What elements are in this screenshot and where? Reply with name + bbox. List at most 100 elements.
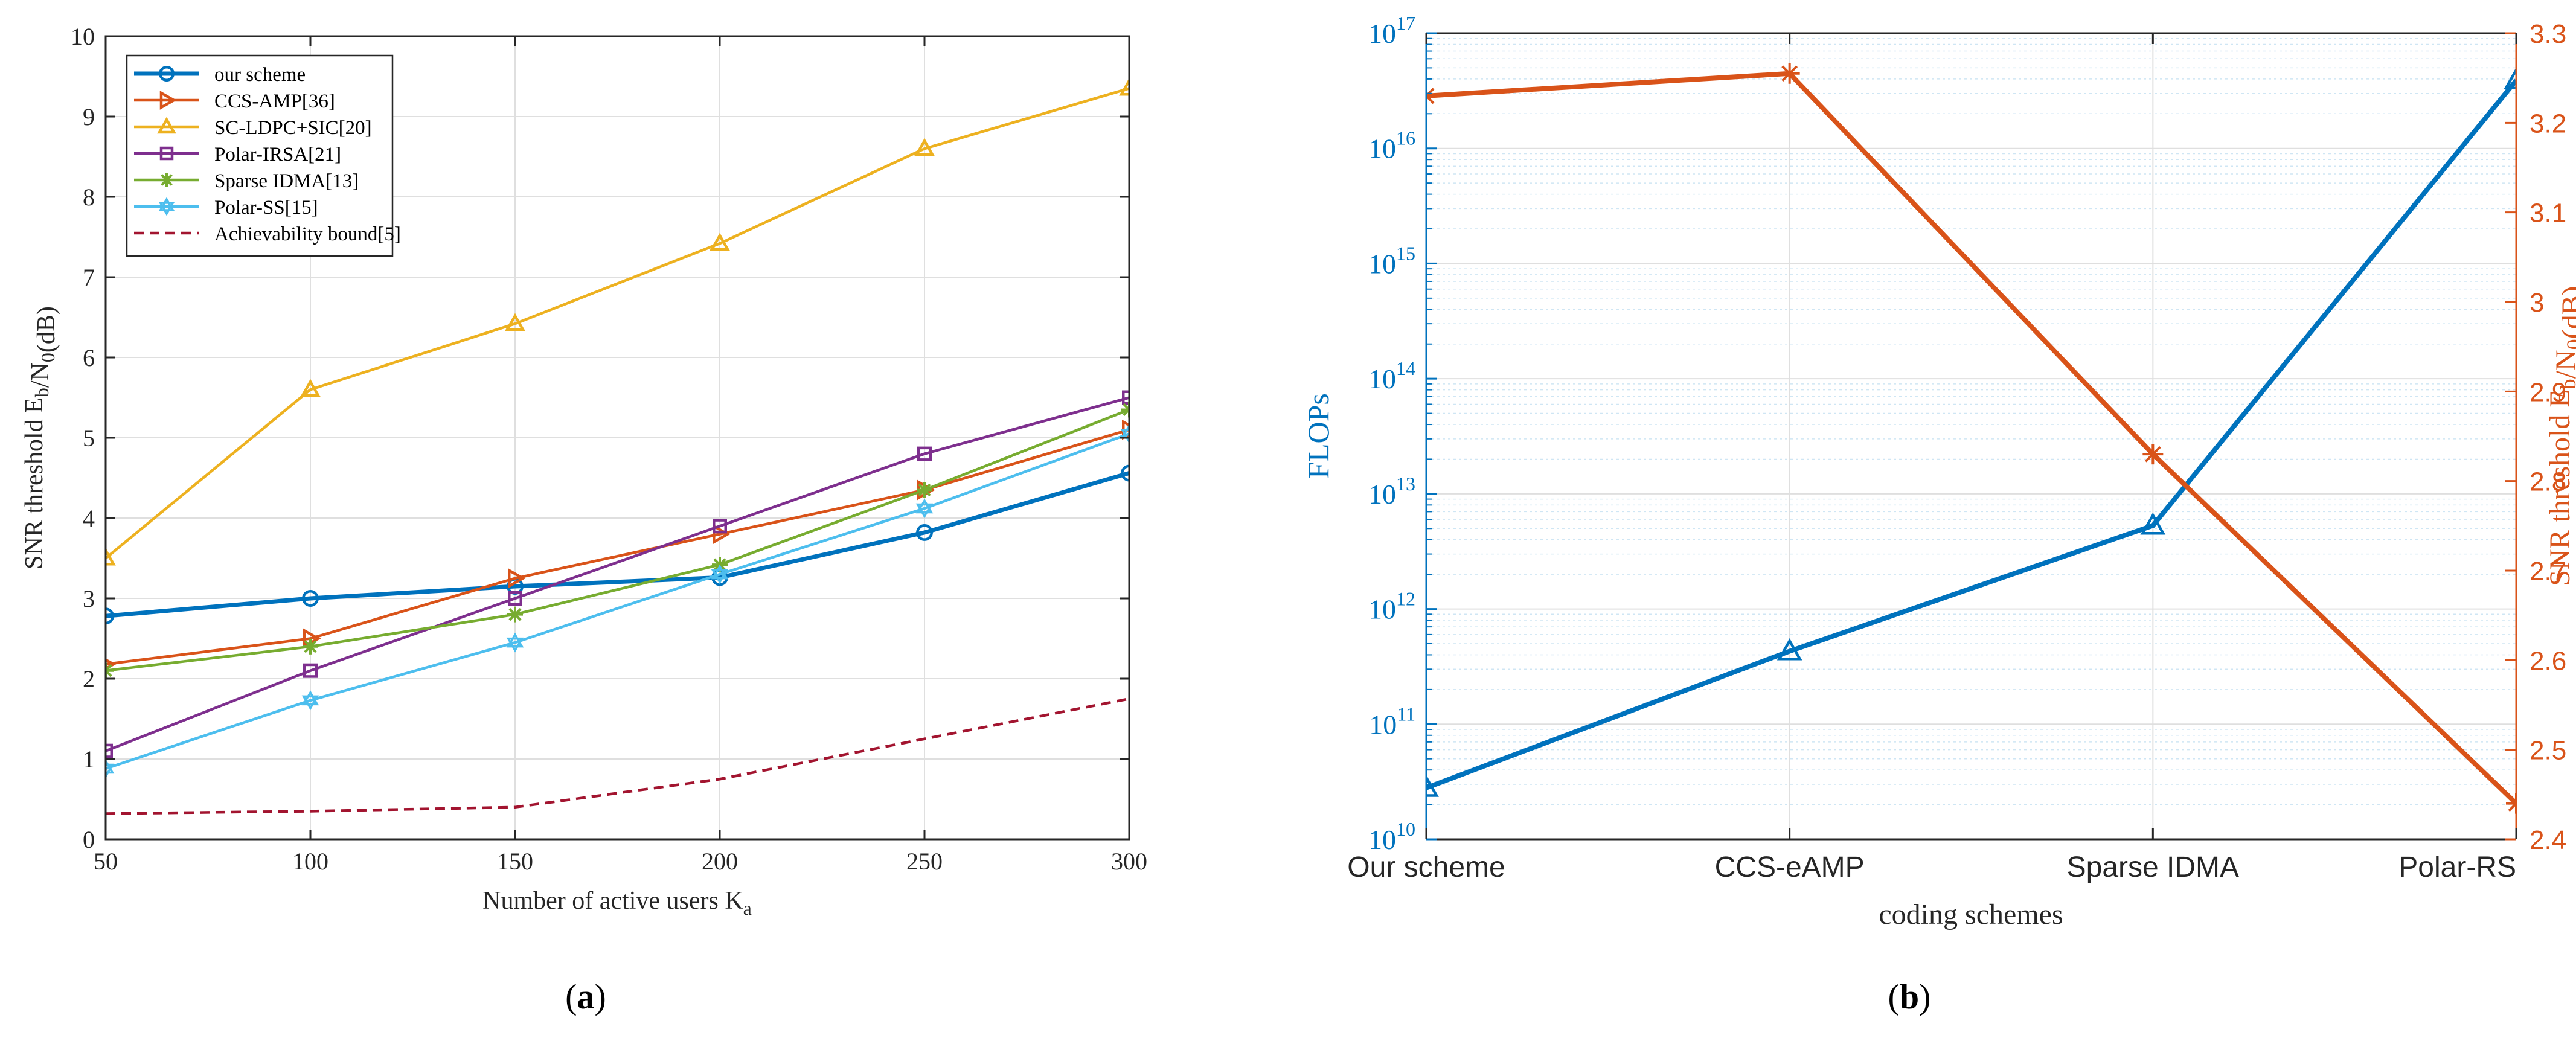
data-point [2504,67,2516,89]
x-category-label: Polar-RS [2398,851,2516,883]
chart-b-ticks: 1010 1011 1012 1013 1014 1015 1016 1017 2.4 2.5 2.… [1347,12,2566,883]
chart-a-legend: our scheme CCS-AMP[36] SC-LDPC+SIC[20] Pola… [126,54,401,257]
data-point [1426,775,1439,797]
legend-label: Polar-IRSA[21] [214,144,341,165]
legend-item: Achievability bound[5] [134,223,401,245]
x-tick-label: 150 [497,848,533,875]
y-right-tick-label: 2.9 [2530,377,2566,407]
legend-label: SC-LDPC+SIC[20] [214,117,372,139]
chart-a-x-axis-label: Number of active users Ka [482,887,752,919]
data-point [2506,793,2516,814]
data-point [1777,638,1802,661]
legend-marker [159,173,174,187]
chart-a-ticks: 50 100 150 200 250 300 0 1 2 3 4 5 6 7 8 9 10 [71,23,1147,875]
data-point [300,379,321,397]
chart-a-series-layer [106,77,1129,815]
y-tick-label: 10 [71,23,95,50]
y-tick-label: 4 [83,505,95,532]
data-point [915,498,934,519]
series-line [106,408,1129,672]
data-point [1122,390,1129,405]
y-right-tick-label: 3 [2530,288,2544,318]
series-line [106,432,1129,770]
chart-b-x-axis-label: coding schemes [1879,898,2063,930]
data-point [301,690,319,711]
data-point [506,632,524,653]
series-polar-ss-15- [106,423,1129,779]
y-left-tick-label: 1011 [1369,703,1415,740]
data-point [917,482,932,498]
x-tick-label: 100 [292,848,328,875]
data-point [508,568,526,589]
chart-b-right-axis-label: SNR threshold Eb/N0(dB) [2544,286,2576,586]
x-tick-label: 200 [702,848,738,875]
y-tick-label: 1 [83,746,95,773]
legend-label: Achievability bound[5] [214,223,401,245]
data-point [505,313,525,331]
data-point [710,232,730,251]
chart-b: 1010 1011 1012 1013 1014 1015 1016 1017 2.4 2.5 2.… [1301,12,2576,1016]
y-tick-label: 0 [83,826,95,853]
legend-label: Sparse IDMA[13] [214,170,359,192]
series-line [106,471,1129,618]
y-left-tick-label: 1016 [1368,127,1415,164]
data-point [507,606,523,623]
series-sparse-idma-13- [106,402,1129,679]
chart-b-plot-area [1426,33,2516,839]
y-left-tick-label: 1014 [1368,357,1415,394]
legend-item: Polar-IRSA[21] [134,144,341,165]
data-point [1120,423,1129,444]
chart-a-y-axis-label: SNR threshold Eb/N0(dB) [21,306,60,569]
legend-marker [158,65,175,82]
y-tick-label: 8 [83,184,95,211]
x-tick-label: 50 [94,848,118,875]
data-point [1426,85,1437,106]
chart-a: 50 100 150 200 250 300 0 1 2 3 4 5 6 7 8 9 10 our scheme… [21,23,1147,1016]
x-category-label: CCS-eAMP [1715,851,1865,883]
chart-a-grid [105,36,1130,840]
y-right-tick-label: 2.4 [2530,825,2566,855]
data-point [1779,63,1800,84]
legend-label: our scheme [214,64,306,86]
panel-label-a: (a) [565,977,606,1016]
chart-b-series-layer [1426,63,2516,814]
series-line [106,87,1129,560]
y-right-tick-label: 2.6 [2530,646,2566,676]
data-point [302,590,319,607]
legend-marker [159,91,177,110]
panel-label-b: (b) [1888,977,1931,1016]
legend-label: CCS-AMP[36] [214,91,335,112]
y-tick-label: 3 [83,585,95,612]
series-line [1426,71,2516,805]
x-tick-label: 300 [1111,848,1147,875]
legend-item: SC-LDPC+SIC[20] [134,117,372,139]
legend-marker [158,197,175,216]
data-point [2140,512,2166,535]
series-line [1426,78,2516,790]
data-point [303,663,318,678]
legend-label: Polar-SS[15] [214,197,318,219]
y-right-tick-label: 3.1 [2530,199,2566,228]
series-polar-irsa-21- [106,390,1129,758]
data-point [711,564,729,584]
legend-item: Sparse IDMA[13] [134,170,359,192]
legend-item: our scheme [134,64,306,86]
data-point [106,743,113,758]
legend-marker [159,146,174,161]
legend-item: CCS-AMP[36] [134,91,335,112]
data-point [1121,402,1129,418]
legend-marker [157,117,176,134]
x-category-label: Our scheme [1347,851,1505,883]
data-point [1119,77,1129,96]
y-left-tick-label: 1015 [1368,242,1415,279]
y-left-tick-label: 1013 [1368,473,1415,510]
y-right-tick-label: 3.2 [2530,109,2566,138]
series-left-axis [1426,67,2516,797]
y-right-tick-label: 2.5 [2530,736,2566,766]
data-point [1121,464,1129,482]
legend-item: Polar-SS[15] [134,197,318,219]
y-tick-label: 9 [83,103,95,130]
data-point [508,591,522,606]
y-right-tick-label: 2.8 [2530,467,2566,497]
